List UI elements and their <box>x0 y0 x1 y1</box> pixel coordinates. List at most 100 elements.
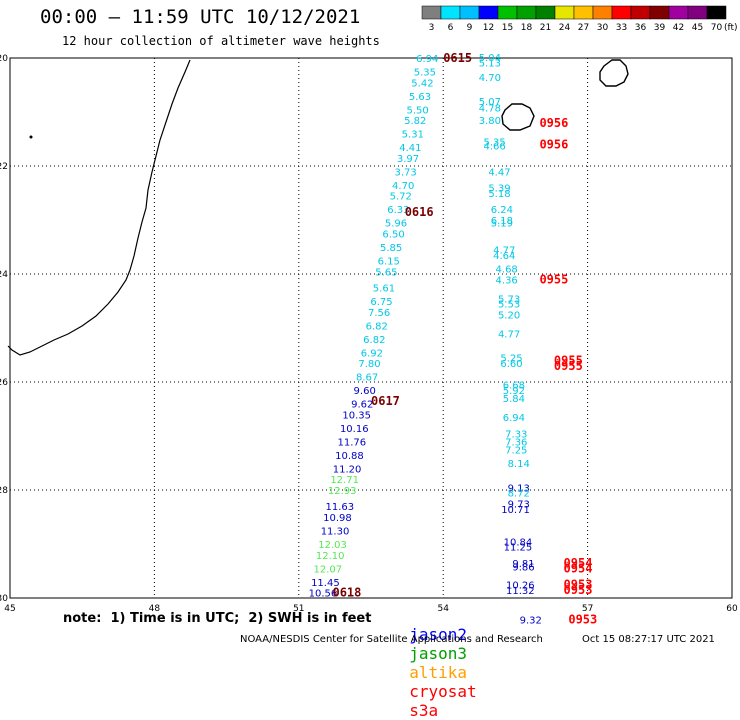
wave-height-label: 8.72 <box>508 489 530 500</box>
legend-swatch <box>630 5 651 20</box>
wave-height-label: 7.56 <box>368 308 390 319</box>
legend-swatch <box>516 5 537 20</box>
wave-height-label: 6.82 <box>366 321 388 332</box>
generated-time: Oct 15 08:27:17 UTC 2021 <box>582 634 715 645</box>
pass-time-label: 0955 <box>554 353 583 367</box>
pass-time-label: 0956 <box>539 137 568 151</box>
wave-height-label: 10.84 <box>504 537 533 548</box>
wave-height-label: 6.50 <box>382 230 404 241</box>
color-legend: 3 6 9 12 15 18 21 24 27 30 33 36 39 42 45 70 (ft) <box>421 5 738 33</box>
wave-height-label: 5.39 <box>488 184 510 195</box>
wave-height-label: 10.98 <box>323 513 352 524</box>
legend-label: 70 <box>711 23 723 33</box>
wave-height-label: 5.84 <box>503 394 525 405</box>
sat-jason3: jason3 <box>409 644 468 663</box>
wave-height-label: 7.33 <box>505 429 527 440</box>
legend-swatch <box>573 5 594 20</box>
wave-height-label: 11.30 <box>321 527 350 538</box>
wave-height-label: 11.25 <box>504 543 533 554</box>
wave-height-label: 10.16 <box>340 424 369 435</box>
wave-height-label: 9.13 <box>508 483 530 494</box>
wave-height-label: 5.25 <box>500 354 522 365</box>
legend-swatch <box>421 5 442 20</box>
legend-swatch <box>687 5 708 20</box>
pass-time-label: 0953 <box>568 613 597 627</box>
lat-tick-label: -20 <box>0 54 8 64</box>
wave-height-label: 4.36 <box>496 275 518 286</box>
wave-height-label: 6.75 <box>370 297 392 308</box>
lon-tick-label: 48 <box>149 604 161 614</box>
wave-height-label: 5.13 <box>479 58 501 69</box>
wave-height-label: 5.18 <box>488 189 510 200</box>
sat-s3a: s3a <box>409 701 439 720</box>
lon-tick-label: 57 <box>582 604 593 614</box>
wave-height-label: 7.80 <box>358 359 380 370</box>
madagascar-coast <box>7 59 191 356</box>
legend-label: 33 <box>616 23 627 33</box>
legend-swatch <box>706 5 727 20</box>
pass-time-label: 0617 <box>371 394 400 408</box>
wave-height-label: 4.70 <box>392 181 414 192</box>
pass-time-label: 0956 <box>539 116 568 130</box>
wave-height-label: 10.35 <box>342 410 371 421</box>
wave-height-label: 8.67 <box>356 373 378 384</box>
legend-swatch <box>611 5 632 20</box>
wave-height-label: 5.19 <box>491 219 513 230</box>
sat-cryosat: cryosat <box>409 682 477 701</box>
lat-tick-label: -24 <box>0 270 8 280</box>
legend-label: 6 <box>448 23 454 33</box>
lon-tick-label: 45 <box>4 604 15 614</box>
map-title: 00:00 – 11:59 UTC 10/12/2021 <box>40 6 361 28</box>
wave-height-label: 12.10 <box>316 551 345 562</box>
wave-height-label: 5.35 <box>414 68 436 79</box>
wave-height-label: 4.41 <box>399 143 421 154</box>
satellite-legend: jason2 jason3 altika cryosat s3a <box>390 606 487 720</box>
lat-tick-label: -28 <box>0 486 8 496</box>
islet <box>29 135 33 139</box>
wave-height-label: 11.63 <box>326 502 355 513</box>
reunion-island <box>501 103 535 131</box>
wave-height-label: 6.15 <box>378 257 400 268</box>
wave-height-label: 9.60 <box>354 386 376 397</box>
wave-height-label: 3.73 <box>394 167 416 178</box>
lon-tick-label: 60 <box>726 604 738 614</box>
wave-height-label: 10.26 <box>506 581 535 592</box>
wave-height-label: 5.92 <box>503 386 525 397</box>
wave-height-label: 5.82 <box>404 116 426 127</box>
wave-height-label: 6.94 <box>503 413 525 424</box>
wave-height-label: 5.72 <box>390 192 412 203</box>
wave-height-label: 4.64 <box>493 251 515 262</box>
wave-height-label: 10.56 <box>309 589 338 600</box>
lat-tick-label: -30 <box>0 594 8 604</box>
legend-label: 12 <box>483 23 494 33</box>
wave-height-label: 5.63 <box>409 92 431 103</box>
wave-height-label: 6.94 <box>416 54 438 65</box>
pass-time-label: 0954 <box>564 561 593 575</box>
wave-height-label: 4.68 <box>496 265 518 276</box>
pass-times: 0615061606170618095609560955095509550954… <box>332 51 597 627</box>
wave-height-label: 10.71 <box>501 505 530 516</box>
wave-height-label: 5.07 <box>479 97 501 108</box>
legend-label: 18 <box>521 23 533 33</box>
wave-height-label: 9.73 <box>508 500 530 511</box>
wave-height-label: 12.93 <box>328 486 357 497</box>
wave-height-label: 8.14 <box>508 459 530 470</box>
wave-height-label: 6.60 <box>500 359 522 370</box>
legend-label: 42 <box>673 23 684 33</box>
pass-time-label: 0616 <box>405 205 434 219</box>
coastline <box>7 59 629 356</box>
lon-tick-label: 54 <box>437 604 449 614</box>
credit-line: NOAA/NESDIS Center for Satellite Applica… <box>240 634 543 645</box>
pass-time-label: 0955 <box>554 359 583 373</box>
wave-height-label: 6.18 <box>491 216 513 227</box>
wave-height-label: 6.68 <box>503 381 525 392</box>
mauritius-island <box>599 59 629 87</box>
wave-height-label: 4.47 <box>488 167 510 178</box>
legend-swatch <box>554 5 575 20</box>
legend-label: 36 <box>635 23 647 33</box>
wave-height-label: 9.32 <box>520 616 542 627</box>
lat-tick-label: -26 <box>0 378 8 388</box>
wave-height-label: 5.42 <box>411 78 433 89</box>
legend-label: 9 <box>467 23 473 33</box>
pass-time-label: 0618 <box>332 586 361 600</box>
